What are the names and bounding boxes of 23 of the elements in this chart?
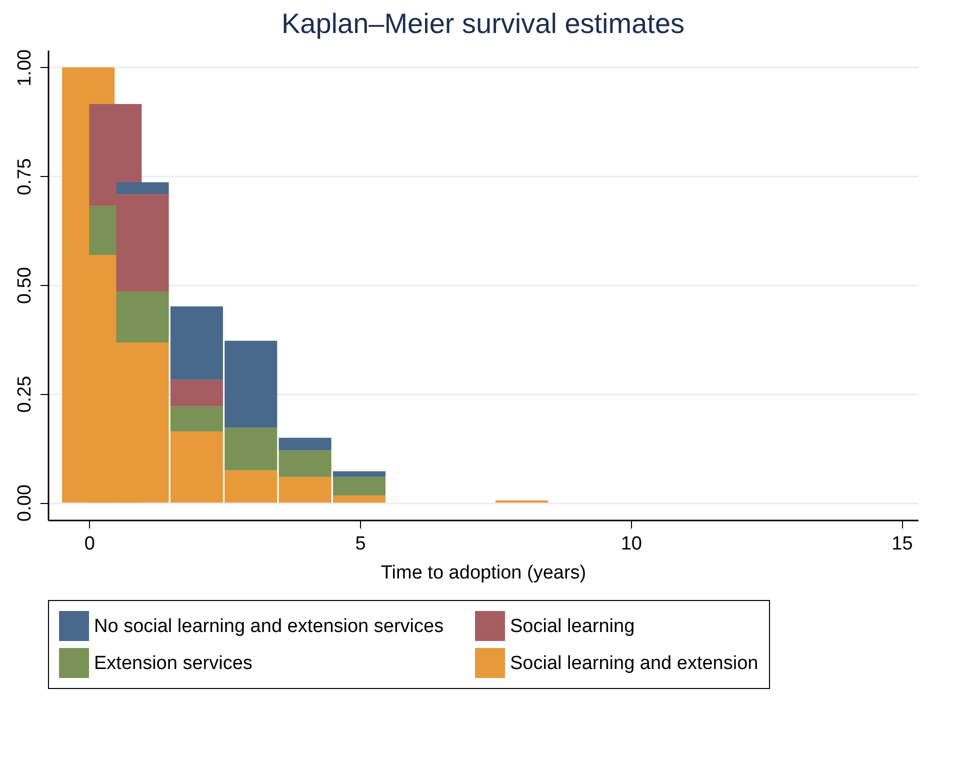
x-axis-title: Time to adoption (years): [380, 562, 586, 584]
x-tick-label: 10: [620, 534, 642, 554]
y-tick-label: 1.00: [14, 49, 36, 86]
bar: [278, 438, 332, 450]
bar: [332, 476, 386, 496]
legend-label: Social learning: [510, 616, 635, 637]
y-tick-label: 0.50: [14, 267, 36, 304]
bar: [278, 450, 332, 477]
bar: [332, 471, 386, 477]
bar: [116, 292, 169, 342]
y-tick-label: 0.00: [14, 484, 36, 522]
bar: [116, 182, 169, 194]
bar: [170, 380, 223, 406]
legend-label: Social learning and extension: [510, 653, 758, 674]
y-tick-label: 0.25: [14, 376, 36, 413]
legend-label: Extension services: [94, 653, 252, 674]
x-tick-label: 0: [84, 534, 95, 554]
legend-label: No social learning and extension services: [94, 616, 444, 637]
bar: [495, 500, 548, 503]
y-tick-label: 0.75: [14, 158, 36, 196]
chart-title: Kaplan–Meier survival estimates: [281, 8, 685, 39]
x-tick-label: 15: [892, 534, 913, 554]
x-tick-label: 5: [355, 534, 366, 554]
